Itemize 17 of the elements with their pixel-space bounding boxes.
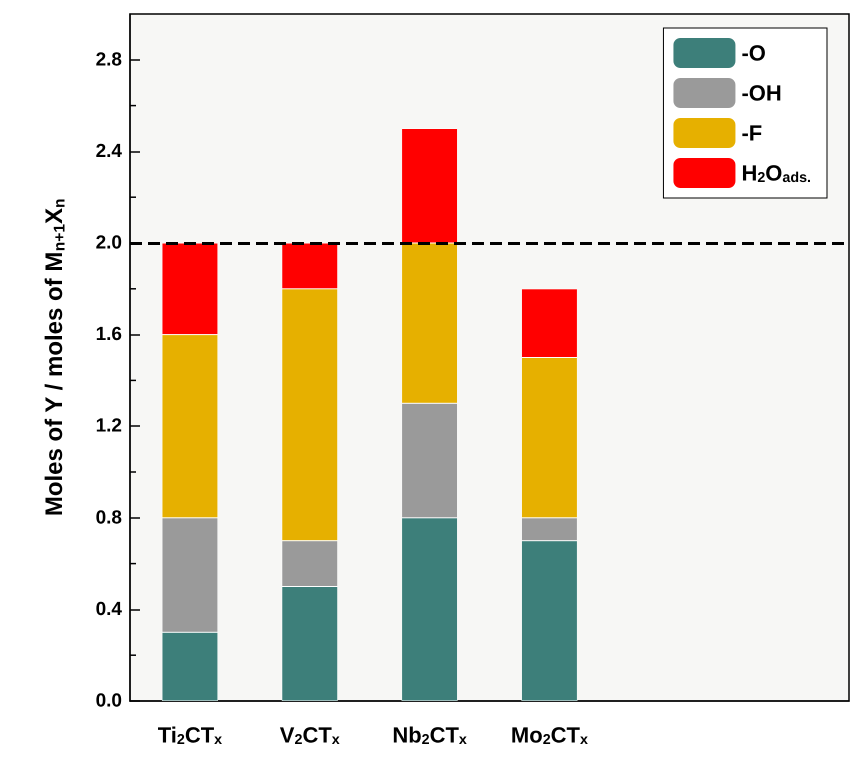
y-tick-label: 1.2 [96, 416, 122, 437]
legend-label: -O [741, 40, 766, 66]
x-tick-label: Mo2CTx [510, 722, 588, 748]
y-tick-label: 2.8 [96, 49, 122, 70]
y-axis-title: Moles of Y / moles of Mn+1Xn [41, 198, 68, 516]
legend-label: -F [741, 120, 762, 146]
y-tick-label: 0.0 [96, 690, 122, 712]
y-tick-label: 1.6 [96, 324, 122, 346]
y-tick-label: 2.0 [96, 232, 122, 254]
legend-label: -OH [741, 80, 782, 106]
x-tick-label: Nb2CTx [392, 722, 467, 748]
y-tick-label: 0.8 [96, 507, 122, 528]
legend-label: H2Oads. [741, 160, 811, 186]
x-tick-label: V2CTx [280, 722, 340, 748]
y-tick-label: 2.4 [96, 140, 122, 162]
y-tick-label: 0.4 [96, 598, 122, 620]
x-tick-label: Ti2CTx [158, 722, 222, 748]
